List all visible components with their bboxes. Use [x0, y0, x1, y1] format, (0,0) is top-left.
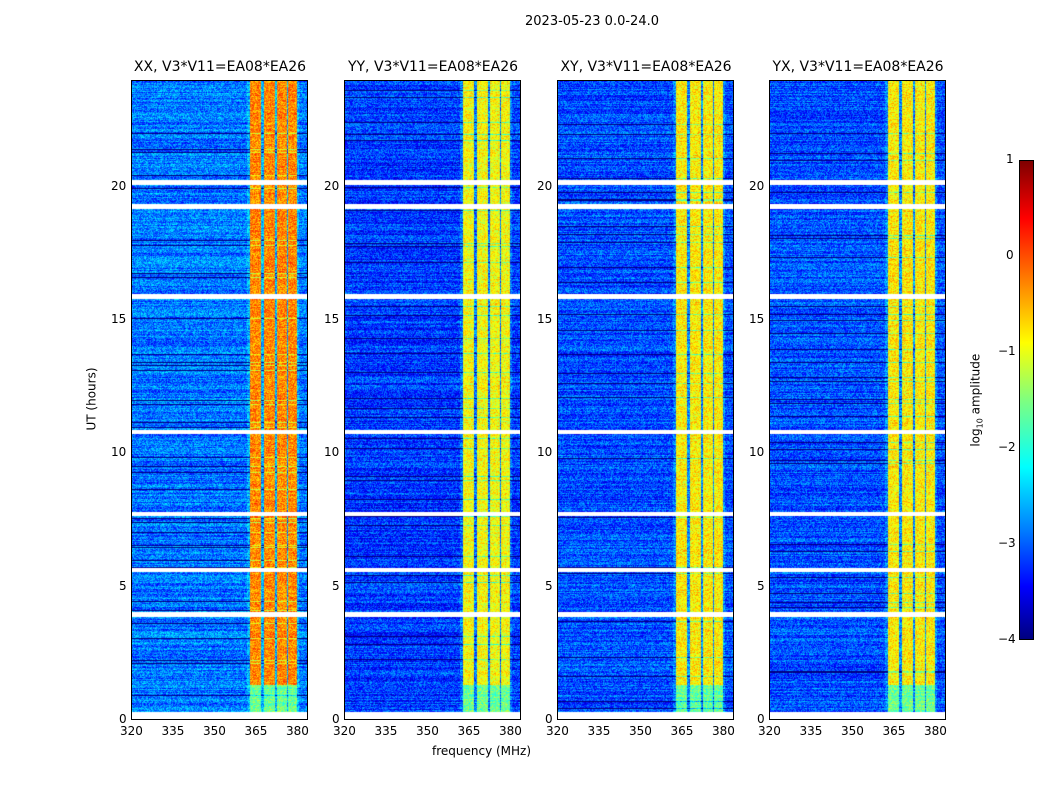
y-tick-label: 20	[749, 178, 765, 193]
heatmap-panel	[131, 80, 308, 720]
x-tick-label: 365	[882, 724, 906, 738]
x-tick-label: 350	[202, 724, 226, 738]
x-tick-label: 335	[799, 724, 823, 738]
colorbar-label: log10 amplitude	[968, 354, 984, 447]
y-tick-label: 5	[757, 578, 765, 593]
y-tick-label: 15	[749, 312, 765, 326]
colorbar	[1019, 160, 1034, 640]
y-tick-label: 0	[757, 712, 765, 726]
heatmap-panel	[557, 80, 734, 720]
x-tick-label: 335	[161, 724, 185, 738]
y-tick-label: 20	[111, 178, 127, 193]
y-tick-label: 20	[537, 178, 553, 193]
y-tick-label: 5	[545, 578, 553, 593]
y-tick-label: 10	[111, 445, 127, 460]
x-tick-label: 320	[333, 724, 356, 738]
x-tick-label: 320	[546, 724, 569, 738]
panel-title: XY, V3*V11=EA08*EA26	[560, 59, 732, 75]
x-tick-label: 350	[840, 724, 864, 738]
colorbar-label-main: log	[968, 428, 983, 447]
y-tick-label: 0	[545, 712, 553, 726]
colorbar-label-sub: 10	[975, 418, 985, 429]
x-tick-label: 320	[120, 724, 143, 738]
heatmap-cells	[558, 81, 733, 719]
x-tick-label: 380	[711, 724, 735, 738]
y-tick-label: 5	[332, 578, 340, 593]
panel-title: YX, V3*V11=EA08*EA26	[772, 59, 944, 75]
y-tick-label: 15	[537, 312, 553, 326]
y-tick-label: 10	[537, 445, 553, 460]
x-tick-label: 380	[498, 724, 522, 738]
colorbar-tick-label: 0	[1006, 248, 1014, 262]
x-tick-label: 335	[587, 724, 611, 738]
y-tick-label: 10	[749, 445, 765, 460]
y-tick-label: 0	[332, 712, 340, 726]
colorbar-label-rest: amplitude	[968, 353, 983, 419]
x-tick-label: 350	[415, 724, 439, 738]
x-tick-label: 380	[923, 724, 947, 738]
y-tick-label: 20	[324, 178, 340, 193]
y-tick-label: 5	[119, 578, 127, 593]
figure-suptitle: 2023-05-23 0.0-24.0	[525, 14, 659, 29]
colorbar-tick-label: −2	[998, 440, 1016, 454]
x-axis-label: frequency (MHz)	[432, 744, 532, 758]
x-tick-label: 365	[244, 724, 268, 738]
panel-title: YY, V3*V11=EA08*EA26	[347, 59, 519, 75]
panel-title: XX, V3*V11=EA08*EA26	[133, 59, 307, 75]
x-tick-label: 380	[285, 724, 309, 738]
x-tick-label: 335	[374, 724, 398, 738]
heatmap-cells	[770, 81, 945, 719]
y-axis-label: UT (hours)	[84, 367, 99, 431]
heatmap-cells	[345, 81, 520, 719]
x-tick-label: 350	[628, 724, 652, 738]
x-tick-label: 365	[457, 724, 481, 738]
y-tick-label: 15	[111, 312, 127, 326]
heatmap-panel	[769, 80, 946, 720]
heatmap-cells	[132, 81, 307, 719]
x-tick-label: 320	[758, 724, 781, 738]
y-tick-label: 10	[324, 445, 340, 460]
heatmap-panel	[344, 80, 521, 720]
colorbar-tick-label: −4	[998, 632, 1016, 646]
colorbar-tick-label: 1	[1006, 152, 1014, 166]
y-tick-label: 15	[324, 312, 340, 326]
colorbar-tick-label: −1	[998, 344, 1016, 358]
y-tick-label: 0	[119, 712, 127, 726]
colorbar-tick-label: −3	[998, 536, 1016, 550]
x-tick-label: 365	[670, 724, 694, 738]
